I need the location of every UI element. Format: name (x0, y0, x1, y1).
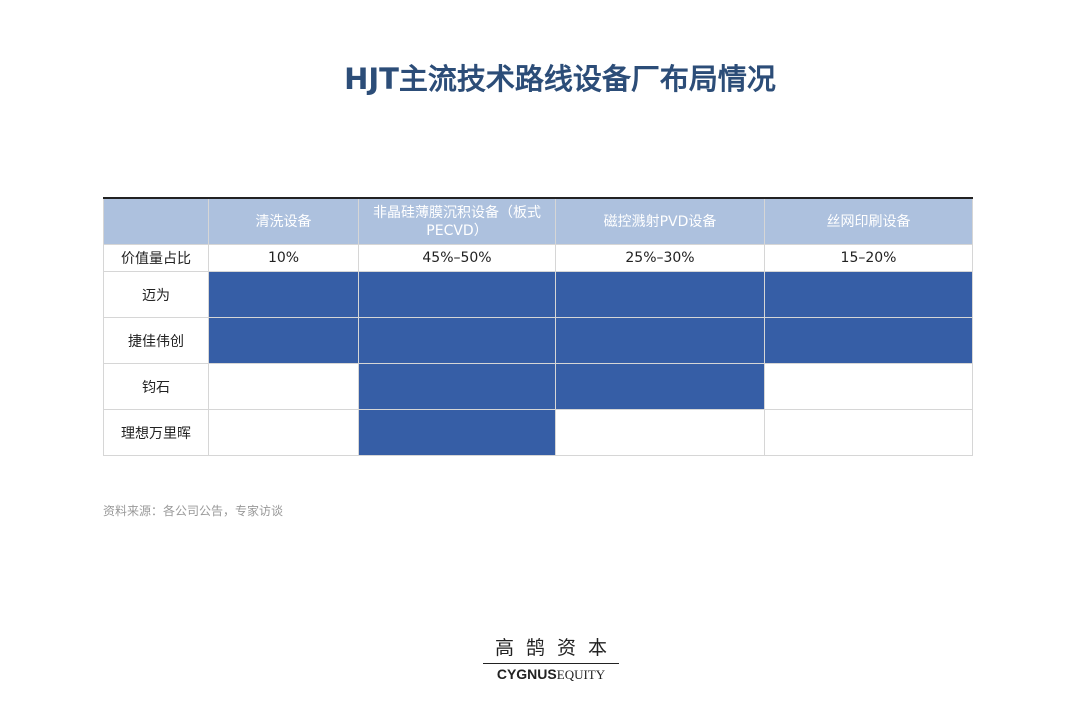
coverage-cell (208, 409, 359, 456)
table: 清洗设备 非晶硅薄膜沉积设备（板式PECVD） 磁控溅射PVD设备 丝网印刷设备 价值量… (103, 197, 973, 456)
company-row: 迈为 (103, 271, 973, 318)
company-row: 钧石 (103, 363, 973, 410)
coverage-cell (208, 363, 359, 410)
share-cell: 25%–30% (555, 244, 765, 272)
company-row: 捷佳伟创 (103, 317, 973, 364)
coverage-cell (764, 409, 973, 456)
logo-english-light: EQUITY (556, 667, 606, 682)
coverage-cell (358, 271, 556, 318)
row-label: 迈为 (103, 271, 209, 318)
coverage-cell (764, 317, 973, 364)
coverage-cell (764, 271, 973, 318)
header-cell: 丝网印刷设备 (764, 197, 973, 245)
coverage-cell (358, 409, 556, 456)
share-cell: 15–20% (764, 244, 973, 272)
coverage-cell (764, 363, 973, 410)
row-label: 捷佳伟创 (103, 317, 209, 364)
share-cell: 45%–50% (358, 244, 556, 272)
coverage-cell (208, 317, 359, 364)
logo-chinese: 高鹄资本 (483, 633, 619, 664)
coverage-cell (555, 363, 765, 410)
coverage-cell (358, 363, 556, 410)
coverage-cell (208, 271, 359, 318)
coverage-cell (358, 317, 556, 364)
share-row: 价值量占比 10% 45%–50% 25%–30% 15–20% (103, 244, 973, 272)
share-cell: 10% (208, 244, 359, 272)
row-label: 价值量占比 (103, 244, 209, 272)
header-row: 清洗设备 非晶硅薄膜沉积设备（板式PECVD） 磁控溅射PVD设备 丝网印刷设备 (103, 197, 973, 245)
logo: 高鹄资本 CYGNUSEQUITY (483, 633, 619, 683)
coverage-cell (555, 409, 765, 456)
header-cell (103, 197, 209, 245)
coverage-cell (555, 271, 765, 318)
logo-english: CYGNUSEQUITY (483, 666, 619, 683)
header-cell: 磁控溅射PVD设备 (555, 197, 765, 245)
source: 资料来源：各公司公告，专家访谈 (103, 504, 284, 518)
row-label: 理想万里晖 (103, 409, 209, 456)
coverage-cell (555, 317, 765, 364)
header-cell: 清洗设备 (208, 197, 359, 245)
title: HJT主流技术路线设备厂布局情况 (344, 62, 776, 96)
row-label: 钧石 (103, 363, 209, 410)
logo-english-bold: CYGNUS (496, 666, 557, 682)
company-row: 理想万里晖 (103, 409, 973, 456)
header-cell: 非晶硅薄膜沉积设备（板式PECVD） (358, 197, 556, 245)
